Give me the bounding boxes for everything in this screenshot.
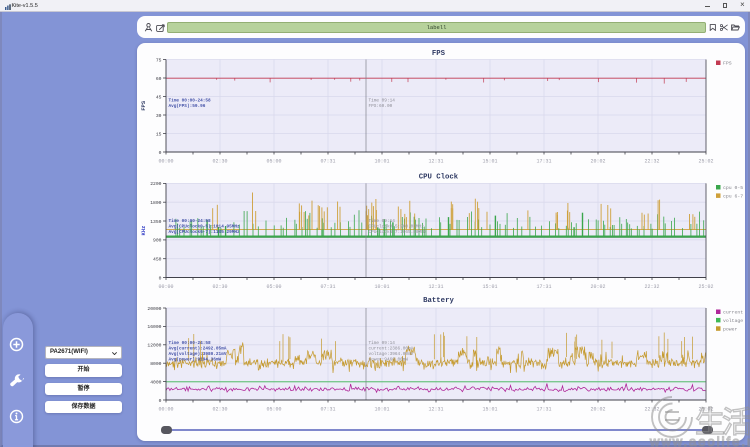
svg-text:00:00: 00:00 (158, 406, 173, 412)
svg-text:02:30: 02:30 (212, 159, 227, 165)
svg-text:16000: 16000 (147, 324, 161, 330)
svg-text:CPU Clock: CPU Clock (419, 174, 459, 182)
svg-text:60: 60 (156, 76, 162, 82)
svg-text:75: 75 (156, 57, 162, 63)
svg-text:0: 0 (159, 275, 162, 281)
svg-text:20:02: 20:02 (590, 159, 605, 165)
svg-text:12:31: 12:31 (428, 406, 443, 412)
svg-text:05:00: 05:00 (266, 159, 281, 165)
svg-text:Battery: Battery (423, 297, 454, 305)
svg-text:cpu 0-5: cpu 0-5 (723, 185, 743, 191)
svg-text:00:00: 00:00 (158, 284, 173, 290)
svg-text:07:31: 07:31 (320, 159, 335, 165)
svg-text:power:9460.00mW: power:9460.00mW (369, 358, 409, 363)
svg-text:0: 0 (159, 398, 162, 404)
svg-text:FPS: FPS (723, 61, 732, 67)
svg-text:20:02: 20:02 (590, 406, 605, 412)
svg-text:00:00: 00:00 (158, 159, 173, 165)
svg-text:Time 00:00-24:58: Time 00:00-24:58 (169, 219, 212, 224)
svg-text:Time 00:00-24:58: Time 00:00-24:58 (169, 99, 212, 104)
svg-text:02:30: 02:30 (212, 406, 227, 412)
svg-text:Avg(power):9194.36mW: Avg(power):9194.36mW (169, 358, 222, 363)
svg-text:450: 450 (153, 257, 162, 263)
svg-text:voltage:3964.00mV: voltage:3964.00mV (369, 352, 414, 357)
svg-text:current: current (723, 310, 743, 316)
svg-text:25:02: 25:02 (698, 406, 713, 412)
svg-text:1800: 1800 (150, 200, 161, 206)
svg-text:20000: 20000 (147, 306, 161, 312)
svg-text:07:31: 07:31 (320, 406, 335, 412)
svg-text:12000: 12000 (147, 343, 161, 349)
svg-text:07:31: 07:31 (320, 284, 335, 290)
svg-text:Avg(FPS):59.96: Avg(FPS):59.96 (169, 104, 206, 109)
svg-text:Time 09:14: Time 09:14 (369, 341, 396, 346)
svg-text:30: 30 (156, 113, 162, 119)
svg-text:FPS: FPS (140, 100, 147, 111)
svg-text:25:02: 25:02 (698, 159, 713, 165)
svg-text:15:01: 15:01 (482, 284, 497, 290)
svg-text:KHz: KHz (140, 226, 147, 236)
svg-text:Avg(CPUclock6-7):1105.29MHz: Avg(CPUclock6-7):1105.29MHz (169, 230, 241, 235)
svg-text:17:31: 17:31 (536, 284, 551, 290)
svg-text:900: 900 (153, 238, 162, 244)
svg-text:FPS: FPS (432, 50, 446, 58)
svg-text:Time 00:00-24:58: Time 00:00-24:58 (169, 341, 212, 346)
svg-text:Avg(CPUclock0-5):1014.95MHz: Avg(CPUclock0-5):1014.95MHz (169, 224, 241, 229)
svg-text:15:01: 15:01 (482, 406, 497, 412)
svg-text:4000: 4000 (150, 379, 161, 385)
svg-text:17:31: 17:31 (536, 406, 551, 412)
svg-text:17:31: 17:31 (536, 159, 551, 165)
svg-text:current:2386.00mA: current:2386.00mA (369, 347, 414, 352)
svg-text:20:02: 20:02 (590, 284, 605, 290)
svg-text:FPS:60.00: FPS:60.00 (369, 104, 393, 109)
svg-text:05:00: 05:00 (266, 406, 281, 412)
svg-text:02:30: 02:30 (212, 284, 227, 290)
svg-text:1350: 1350 (150, 219, 161, 225)
svg-text:22:32: 22:32 (644, 284, 659, 290)
svg-text:0: 0 (159, 150, 162, 156)
svg-text:22:32: 22:32 (644, 406, 659, 412)
svg-text:25:02: 25:02 (698, 284, 713, 290)
svg-text:12:31: 12:31 (428, 284, 443, 290)
svg-text:10:01: 10:01 (374, 159, 389, 165)
svg-text:22:32: 22:32 (644, 159, 659, 165)
svg-text:10:01: 10:01 (374, 406, 389, 412)
svg-text:Avg(current):2492.05mA: Avg(current):2492.05mA (169, 347, 227, 352)
svg-text:45: 45 (156, 94, 162, 100)
svg-text:Time 09:14: Time 09:14 (369, 219, 396, 224)
svg-text:CPUclock6-7:1065.60MHz: CPUclock6-7:1065.60MHz (369, 230, 427, 235)
svg-text:8000: 8000 (150, 361, 161, 367)
svg-text:05:00: 05:00 (266, 284, 281, 290)
svg-text:voltage: voltage (723, 318, 743, 324)
svg-text:12:31: 12:31 (428, 159, 443, 165)
svg-text:15:01: 15:01 (482, 159, 497, 165)
svg-text:Avg(voltage):3980.21mV: Avg(voltage):3980.21mV (169, 352, 227, 357)
svg-text:10:01: 10:01 (374, 284, 389, 290)
svg-text:Time 09:14: Time 09:14 (369, 99, 396, 104)
svg-text:power: power (723, 328, 738, 333)
svg-text:15: 15 (156, 131, 162, 137)
svg-text:cpu 6-7: cpu 6-7 (723, 194, 743, 200)
svg-text:2200: 2200 (150, 181, 161, 187)
svg-text:CPUclock0-5:960.00MHz: CPUclock0-5:960.00MHz (369, 224, 425, 229)
